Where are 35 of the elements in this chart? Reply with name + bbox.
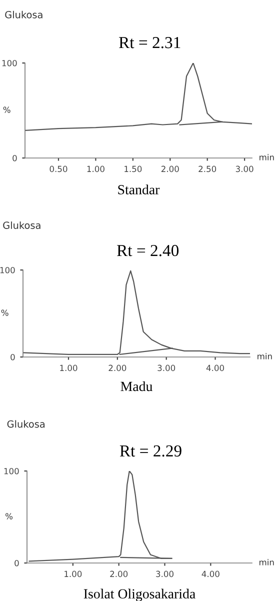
x-axis-title: min [258, 352, 272, 360]
x-axis-title: min [260, 154, 274, 160]
y-tick-label: 100 [4, 468, 19, 474]
y-tick-label: 0 [10, 354, 15, 360]
text: Standar [118, 184, 160, 194]
x-tick-label: 0.50 [50, 166, 68, 172]
chart-subtitle: Rt = 2.29 [120, 445, 182, 457]
y-axis-title: % [6, 513, 12, 520]
x-tick-label: 3.00 [156, 570, 174, 578]
chart-subtitle: Rt = 2.31 [119, 37, 180, 48]
x-tick-label: 2.00 [108, 364, 126, 372]
x-tick-label: 2.50 [198, 166, 216, 172]
x-tick-label: 4.00 [202, 570, 220, 578]
chart-title: Glukosa [5, 10, 42, 18]
text: Madu [120, 381, 152, 392]
x-tick-label: 2.00 [161, 166, 179, 172]
y-tick-label: 100 [0, 266, 15, 274]
x-tick-label: 3.00 [236, 166, 254, 172]
y-tick-label: 0 [14, 560, 19, 566]
text: Isolat Oligosakarida [84, 588, 196, 601]
x-tick-label: 1.50 [124, 166, 142, 172]
y-tick-label: 0 [12, 154, 17, 162]
chart-title: Glukosa [7, 420, 45, 428]
y-axis-title: % [1, 310, 8, 316]
x-tick-label: 1.00 [60, 364, 78, 372]
x-tick-label: 4.00 [206, 364, 224, 372]
x-tick-label: 1.00 [64, 570, 82, 578]
y-tick-label: 100 [2, 60, 17, 66]
x-tick-label: 1.00 [87, 166, 104, 172]
y-axis-title: % [3, 106, 10, 113]
x-tick-label: 2.00 [110, 570, 128, 578]
x-axis-title: min [260, 558, 274, 566]
x-tick-label: 3.00 [158, 364, 176, 372]
chart-subtitle: Rt = 2.40 [117, 244, 179, 256]
chart-title: Glukosa [3, 221, 40, 229]
